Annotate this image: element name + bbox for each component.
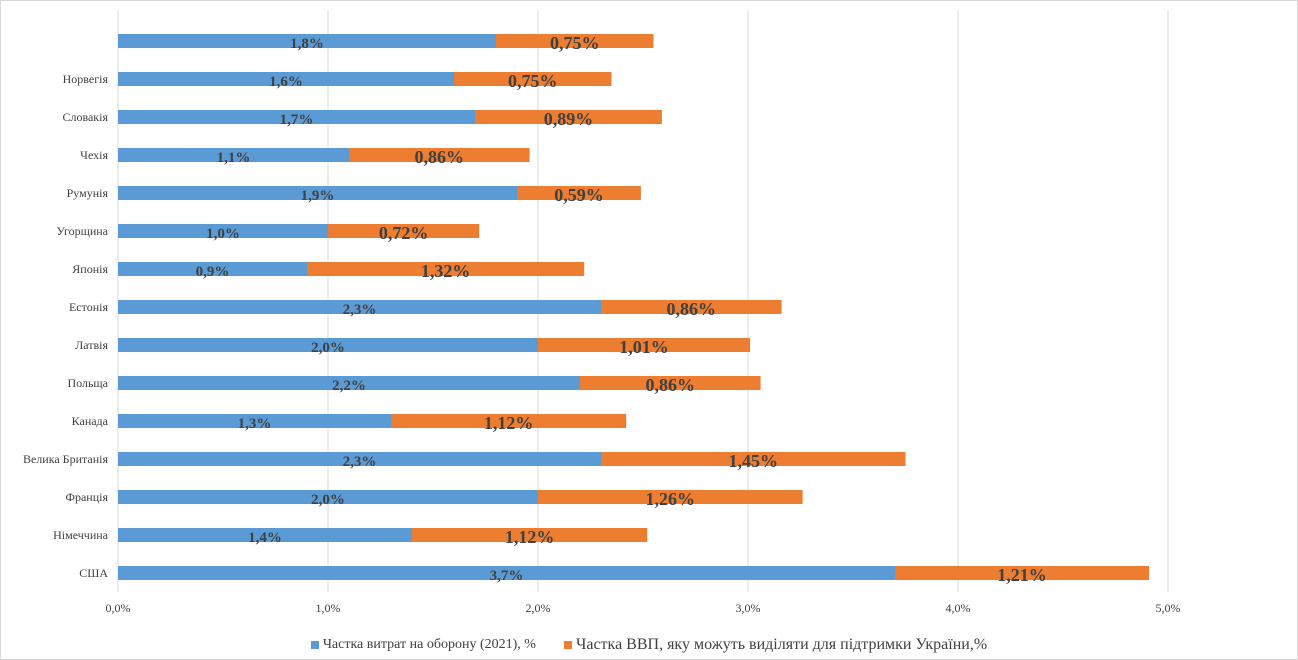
bar-defense [118, 110, 475, 124]
x-tick-label: 0,0% [106, 601, 131, 615]
legend: Частка витрат на оборону (2021), % Частк… [0, 634, 1298, 656]
bar-defense [118, 414, 391, 428]
data-label-ukraine-support: 1,26% [646, 489, 696, 509]
legend-swatch-ukraine-support [563, 641, 572, 649]
data-label-ukraine-support: 0,75% [550, 33, 600, 53]
data-label-defense: 3,7% [490, 568, 524, 584]
data-label-defense: 1,8% [290, 36, 324, 52]
data-label-defense: 2,0% [311, 340, 345, 356]
bar-ukraine-support [895, 566, 1150, 580]
x-tick-label: 2,0% [526, 601, 551, 615]
data-label-ukraine-support: 1,12% [505, 527, 555, 547]
category-label: Велика Британія [23, 452, 109, 466]
category-label: Чехія [80, 148, 108, 162]
category-label: Румунія [67, 186, 109, 200]
data-label-defense: 2,2% [332, 378, 366, 394]
bar-ukraine-support [517, 186, 641, 200]
bar-ukraine-support [496, 34, 654, 48]
data-label-defense: 1,9% [301, 188, 335, 204]
data-label-ukraine-support: 1,21% [997, 565, 1047, 585]
category-label: Словакія [62, 110, 108, 124]
category-label: Франція [65, 490, 108, 504]
bar-defense [118, 338, 538, 352]
x-tick-label: 1,0% [316, 601, 341, 615]
bar-ukraine-support [475, 110, 662, 124]
bar-defense [118, 300, 601, 314]
category-label: Норвегія [63, 72, 109, 86]
data-label-ukraine-support: 0,86% [667, 299, 717, 319]
bar-ukraine-support [454, 72, 612, 86]
bar-ukraine-support [328, 224, 480, 238]
bar-ukraine-support [580, 376, 761, 390]
data-label-ukraine-support: 1,01% [619, 337, 669, 357]
bar-defense [118, 490, 538, 504]
x-tick-label: 3,0% [736, 601, 761, 615]
bar-ukraine-support [601, 452, 906, 466]
data-label-ukraine-support: 0,86% [646, 375, 696, 395]
legend-item-defense: Частка витрат на оборону (2021), % [310, 637, 536, 653]
data-label-ukraine-support: 0,72% [379, 223, 429, 243]
category-label: Польща [67, 376, 108, 390]
category-label: Латвія [75, 338, 108, 352]
data-label-defense: 1,7% [280, 112, 314, 128]
category-label: Японія [72, 262, 108, 276]
data-label-defense: 1,6% [269, 74, 303, 90]
data-label-defense: 1,1% [217, 150, 251, 166]
category-label: Канада [72, 414, 109, 428]
legend-swatch-defense [310, 641, 319, 649]
legend-label-defense: Частка витрат на оборону (2021), % [322, 637, 536, 652]
bar-defense [118, 262, 307, 276]
stacked-bar-chart: 0,0% 1,0% 2,0% 3,0% 4,0% 5,0% США 3,7% 1,21% Німе… [23, 10, 1181, 615]
bar-defense [118, 186, 517, 200]
bar-defense [118, 224, 328, 238]
category-label: Естонія [69, 300, 108, 314]
bar-ukraine-support [391, 414, 627, 428]
x-tick-label: 5,0% [1156, 601, 1181, 615]
bar-ukraine-support [601, 300, 782, 314]
data-label-defense: 2,0% [311, 492, 345, 508]
legend-label-ukraine-support: Частка ВВП, яку можуть виділяти для підт… [575, 636, 988, 653]
data-label-defense: 0,9% [196, 264, 230, 280]
legend-item-ukraine-support: Частка ВВП, яку можуть виділяти для підт… [563, 636, 988, 654]
bar-defense [118, 148, 349, 162]
bar-defense [118, 452, 601, 466]
data-label-ukraine-support: 1,45% [729, 451, 779, 471]
bar-defense [118, 528, 412, 542]
data-label-defense: 2,3% [343, 454, 377, 470]
data-label-ukraine-support: 0,75% [508, 71, 558, 91]
bar-defense [118, 566, 895, 580]
data-label-defense: 1,0% [206, 226, 240, 242]
bar-ukraine-support [307, 262, 585, 276]
bar-ukraine-support [538, 338, 751, 352]
data-label-ukraine-support: 1,32% [421, 261, 471, 281]
category-label: США [79, 566, 108, 580]
bar-ukraine-support [412, 528, 648, 542]
data-label-ukraine-support: 0,86% [415, 147, 465, 167]
bar-ukraine-support [349, 148, 530, 162]
data-label-ukraine-support: 0,59% [554, 185, 604, 205]
category-label: Німеччина [53, 528, 109, 542]
category-label: Угорщина [57, 224, 109, 238]
data-label-ukraine-support: 0,89% [544, 109, 594, 129]
data-label-defense: 1,3% [238, 416, 272, 432]
bar-defense [118, 72, 454, 86]
data-label-defense: 2,3% [343, 302, 377, 318]
bar-ukraine-support [538, 490, 803, 504]
data-label-ukraine-support: 1,12% [484, 413, 534, 433]
data-label-defense: 1,4% [248, 530, 282, 546]
x-tick-label: 4,0% [946, 601, 971, 615]
bar-defense [118, 34, 496, 48]
bar-defense [118, 376, 580, 390]
